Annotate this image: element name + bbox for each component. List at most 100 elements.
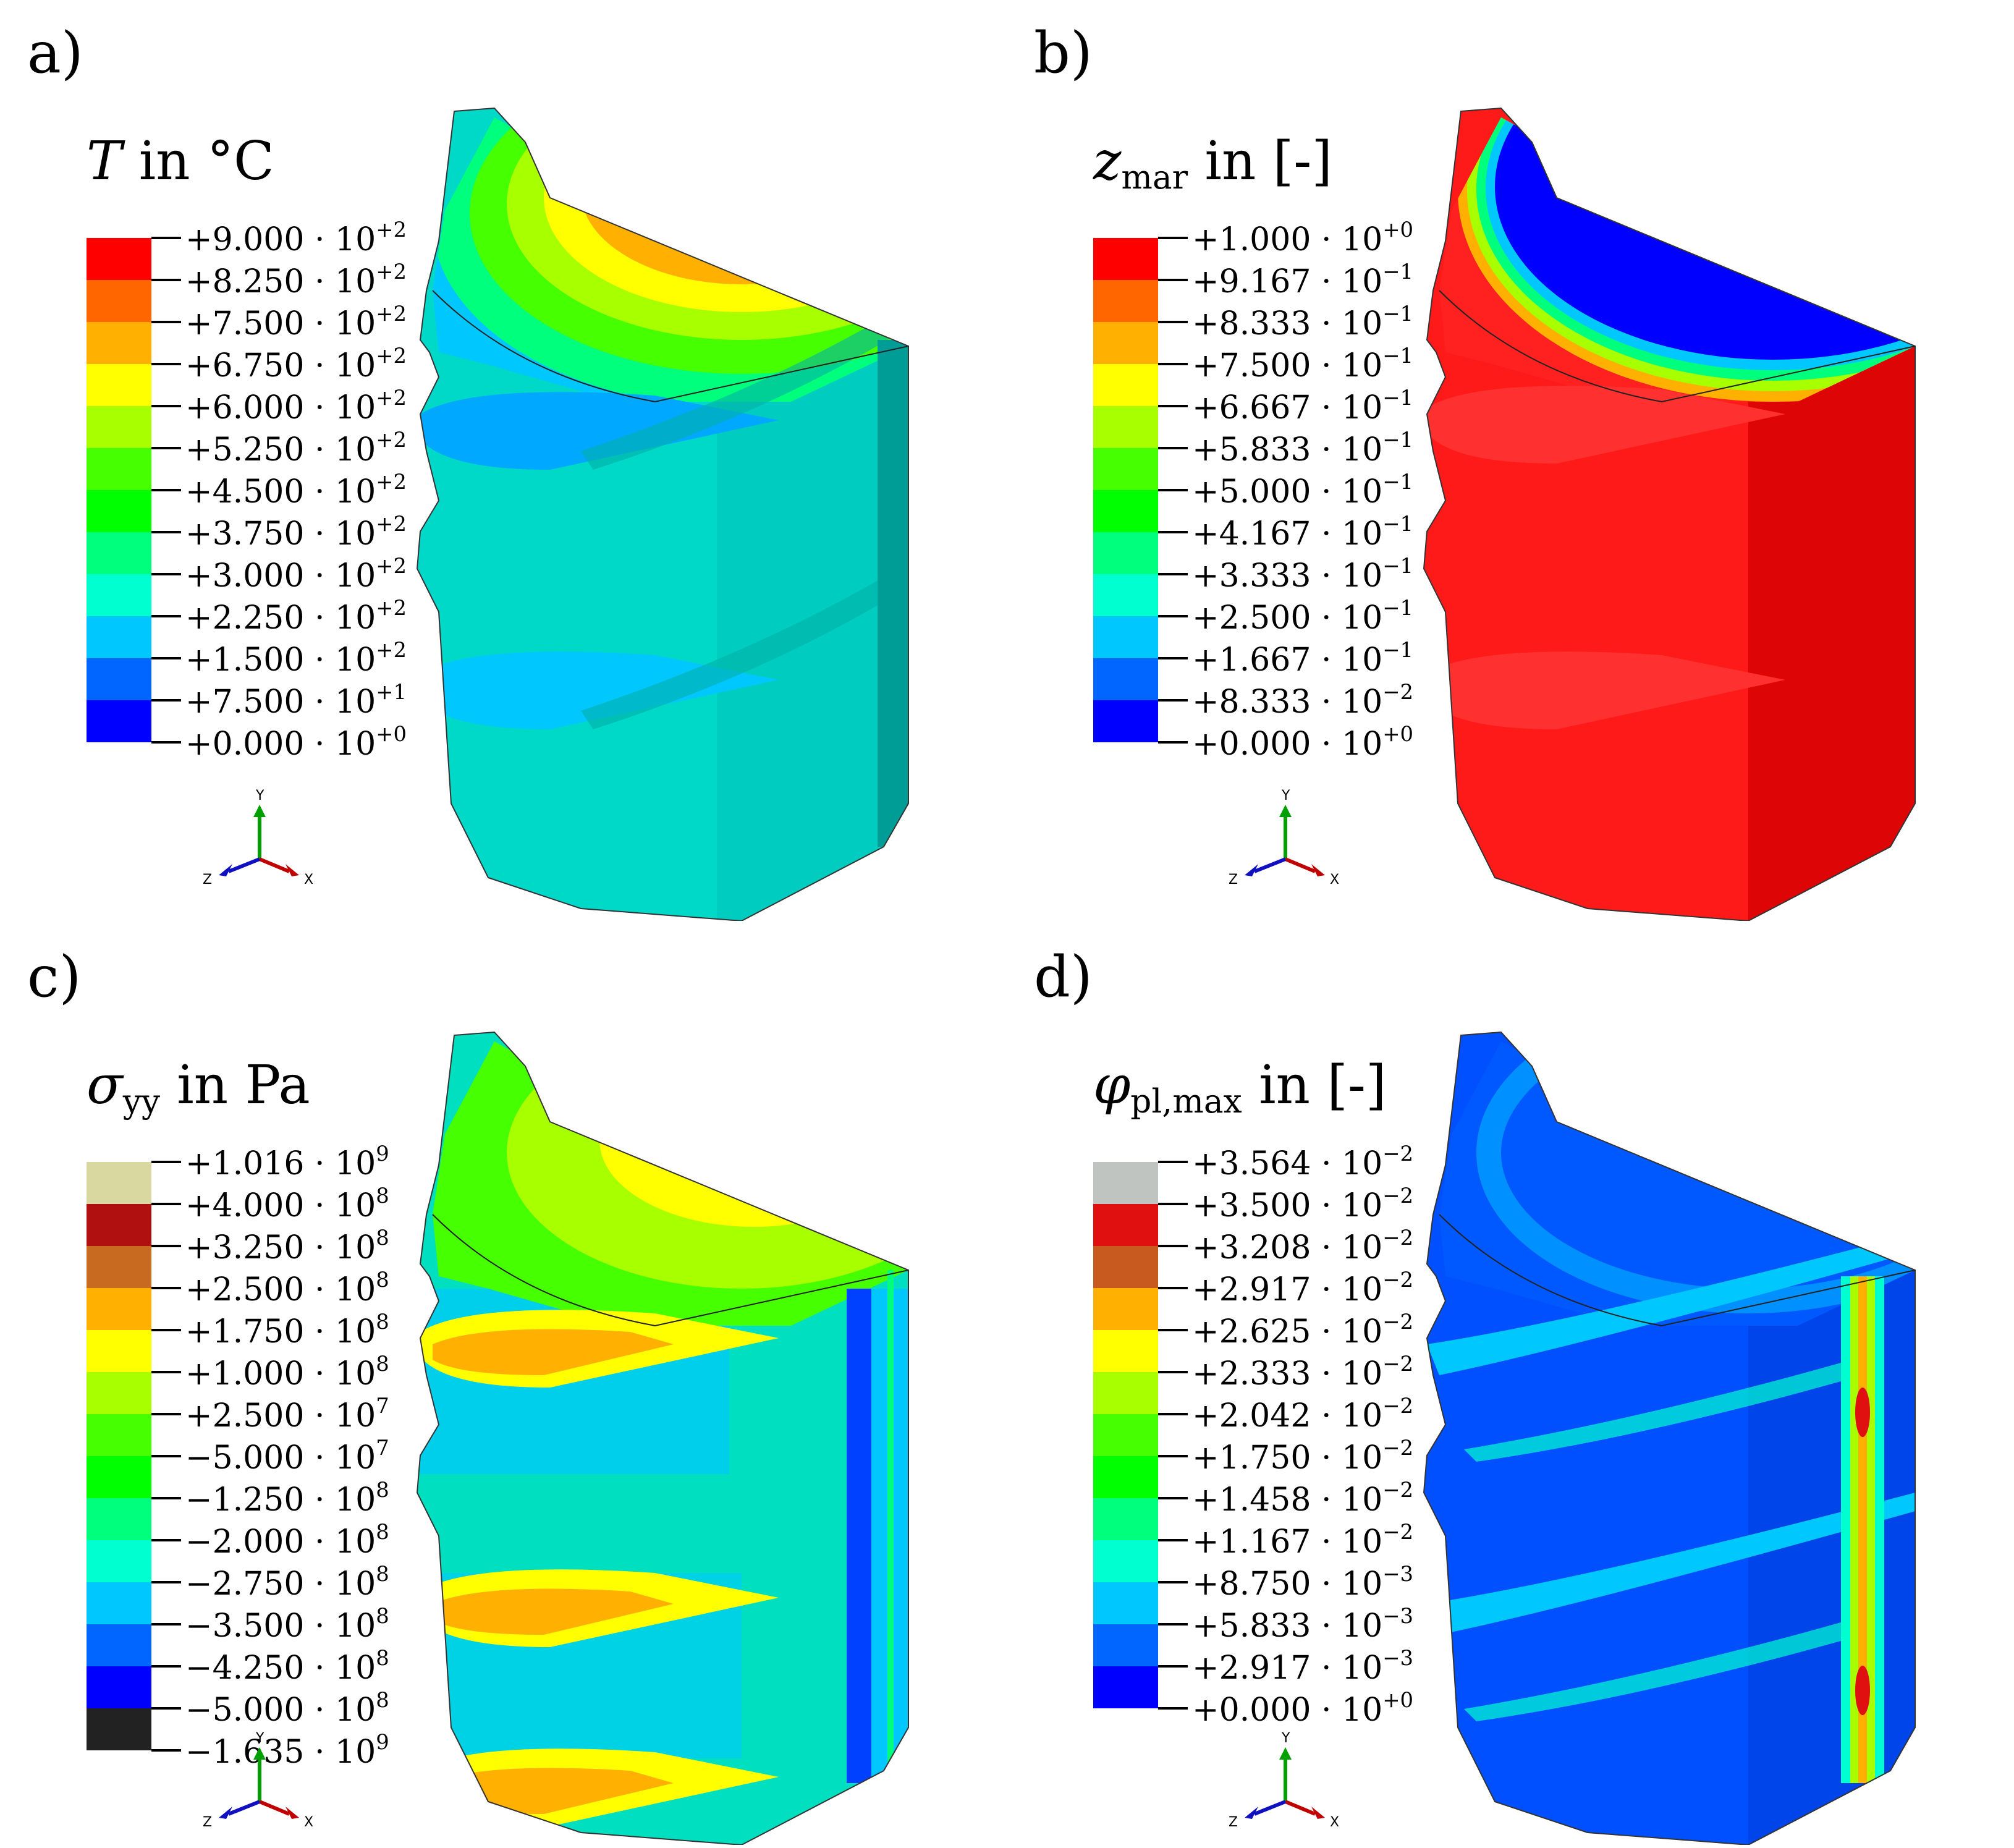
legend-value: +6.000 · 10+2: [185, 386, 407, 426]
legend-value: +7.500 · 10−1: [1192, 344, 1414, 384]
legend-value: +1.500 · 10+2: [185, 638, 407, 679]
legend-swatch: [1093, 658, 1158, 700]
legend-value: +2.500 · 10−1: [1192, 596, 1414, 637]
legend-swatch: [1093, 532, 1158, 574]
legend-swatch: [1093, 1372, 1158, 1414]
legend-value: +2.625 · 10−2: [1192, 1310, 1414, 1350]
legend-tick: [151, 279, 181, 281]
legend-tick: [1158, 363, 1188, 365]
axis-label-z: Z: [203, 1815, 212, 1830]
axis-triad: Y X Z: [203, 788, 313, 888]
legend-tick: [1158, 1329, 1188, 1331]
legend-value: +9.167 · 10−1: [1192, 260, 1414, 300]
legend-tick: [151, 489, 181, 491]
legend-title: φpl,max in [-]: [1093, 1054, 1387, 1121]
axis-label-y: Y: [255, 1731, 264, 1746]
legend-value: +3.208 · 10−2: [1192, 1226, 1414, 1266]
legend-value: −2.000 · 108: [185, 1520, 389, 1561]
legend-swatch: [87, 1456, 151, 1498]
legend-tick: [151, 405, 181, 407]
legend-swatch: [1093, 1330, 1158, 1372]
legend-swatch: [87, 616, 151, 658]
legend-tick: [1158, 1287, 1188, 1289]
legend-value: +2.500 · 107: [185, 1394, 389, 1435]
axis-label-z: Z: [1229, 1815, 1238, 1830]
axis-label-z: Z: [203, 872, 212, 888]
legend-tick: [151, 1161, 181, 1163]
legend-tick: [1158, 531, 1188, 533]
legend-swatch: [87, 1246, 151, 1288]
legend-swatch: [1093, 1582, 1158, 1624]
legend-tick: [1158, 321, 1188, 323]
legend-value: +7.500 · 10+2: [185, 302, 407, 342]
legend-tick: [1158, 279, 1188, 281]
legend-value: +1.016 · 109: [185, 1142, 389, 1182]
legend-tick: [1158, 741, 1188, 744]
legend-swatch: [1093, 1246, 1158, 1288]
legend-value: −1.635 · 109: [185, 1730, 389, 1771]
legend-value: +9.000 · 10+2: [185, 218, 407, 258]
legend-tick: [1158, 1161, 1188, 1163]
legend-tick: [151, 1623, 181, 1625]
legend-swatch: [1093, 616, 1158, 658]
axis-triad: Y X Z: [1229, 788, 1339, 888]
legend-swatch: [87, 658, 151, 700]
legend-value: +2.917 · 10−3: [1192, 1646, 1414, 1687]
legend-tick: [151, 1371, 181, 1373]
legend-swatch: [1093, 448, 1158, 490]
legend-value: +1.750 · 108: [185, 1310, 389, 1350]
legend-value: +3.564 · 10−2: [1192, 1142, 1414, 1182]
legend-swatch: [87, 1162, 151, 1204]
legend-value: +1.750 · 10−2: [1192, 1436, 1414, 1477]
legend-value: +1.667 · 10−1: [1192, 638, 1414, 679]
axis-triad: Y X Z: [1229, 1731, 1339, 1830]
legend-swatch: [87, 1624, 151, 1666]
legend-tick: [1158, 405, 1188, 407]
legend-value: +3.250 · 108: [185, 1226, 389, 1266]
legend-tick: [151, 573, 181, 575]
panel-label: b): [1034, 20, 1093, 86]
legend-value: +4.167 · 10−1: [1192, 512, 1414, 553]
legend-swatch: [87, 1372, 151, 1414]
legend-tick: [1158, 1581, 1188, 1583]
legend-tick: [151, 699, 181, 701]
axis-label-x: X: [1330, 872, 1339, 888]
axis-label-x: X: [304, 1815, 313, 1830]
legend-tick: [151, 1581, 181, 1583]
legend-tick: [151, 657, 181, 659]
legend-value: +4.500 · 10+2: [185, 470, 407, 511]
legend-tick: [1158, 237, 1188, 239]
legend-value: +3.750 · 10+2: [185, 512, 407, 553]
plastic-contour-plot: [1423, 1031, 1916, 1845]
axis-triad: Y X Z: [203, 1731, 313, 1830]
legend-value: +5.000 · 10−1: [1192, 470, 1414, 511]
legend-tick: [151, 1665, 181, 1668]
legend-swatch: [87, 1204, 151, 1246]
legend-swatch: [87, 1582, 151, 1624]
legend-tick: [151, 1455, 181, 1457]
legend-swatch: [87, 448, 151, 490]
legend-tick: [1158, 1665, 1188, 1668]
legend-value: −3.500 · 108: [185, 1604, 389, 1645]
legend-title: zmar in [-]: [1093, 130, 1332, 197]
legend-tick: [1158, 1413, 1188, 1415]
legend-value: +3.500 · 10−2: [1192, 1184, 1414, 1224]
panel-label: a): [27, 20, 83, 86]
legend-swatch: [87, 1540, 151, 1582]
legend-swatch: [1093, 1498, 1158, 1540]
legend-swatch: [1093, 364, 1158, 406]
legend-swatch: [87, 1288, 151, 1330]
legend-value: +1.167 · 10−2: [1192, 1520, 1414, 1561]
temperature-contour-plot: [416, 107, 909, 921]
legend-tick: [151, 237, 181, 239]
legend-tick: [151, 1329, 181, 1331]
legend-value: +2.042 · 10−2: [1192, 1394, 1414, 1435]
legend-swatch: [1093, 1666, 1158, 1708]
legend-value: +1.458 · 10−2: [1192, 1478, 1414, 1519]
legend-swatch: [87, 322, 151, 364]
legend-value: +5.833 · 10−3: [1192, 1604, 1414, 1645]
legend-tick: [151, 363, 181, 365]
legend-swatch: [1093, 1414, 1158, 1456]
legend-value: +2.917 · 10−2: [1192, 1268, 1414, 1308]
legend-swatch: [1093, 1624, 1158, 1666]
